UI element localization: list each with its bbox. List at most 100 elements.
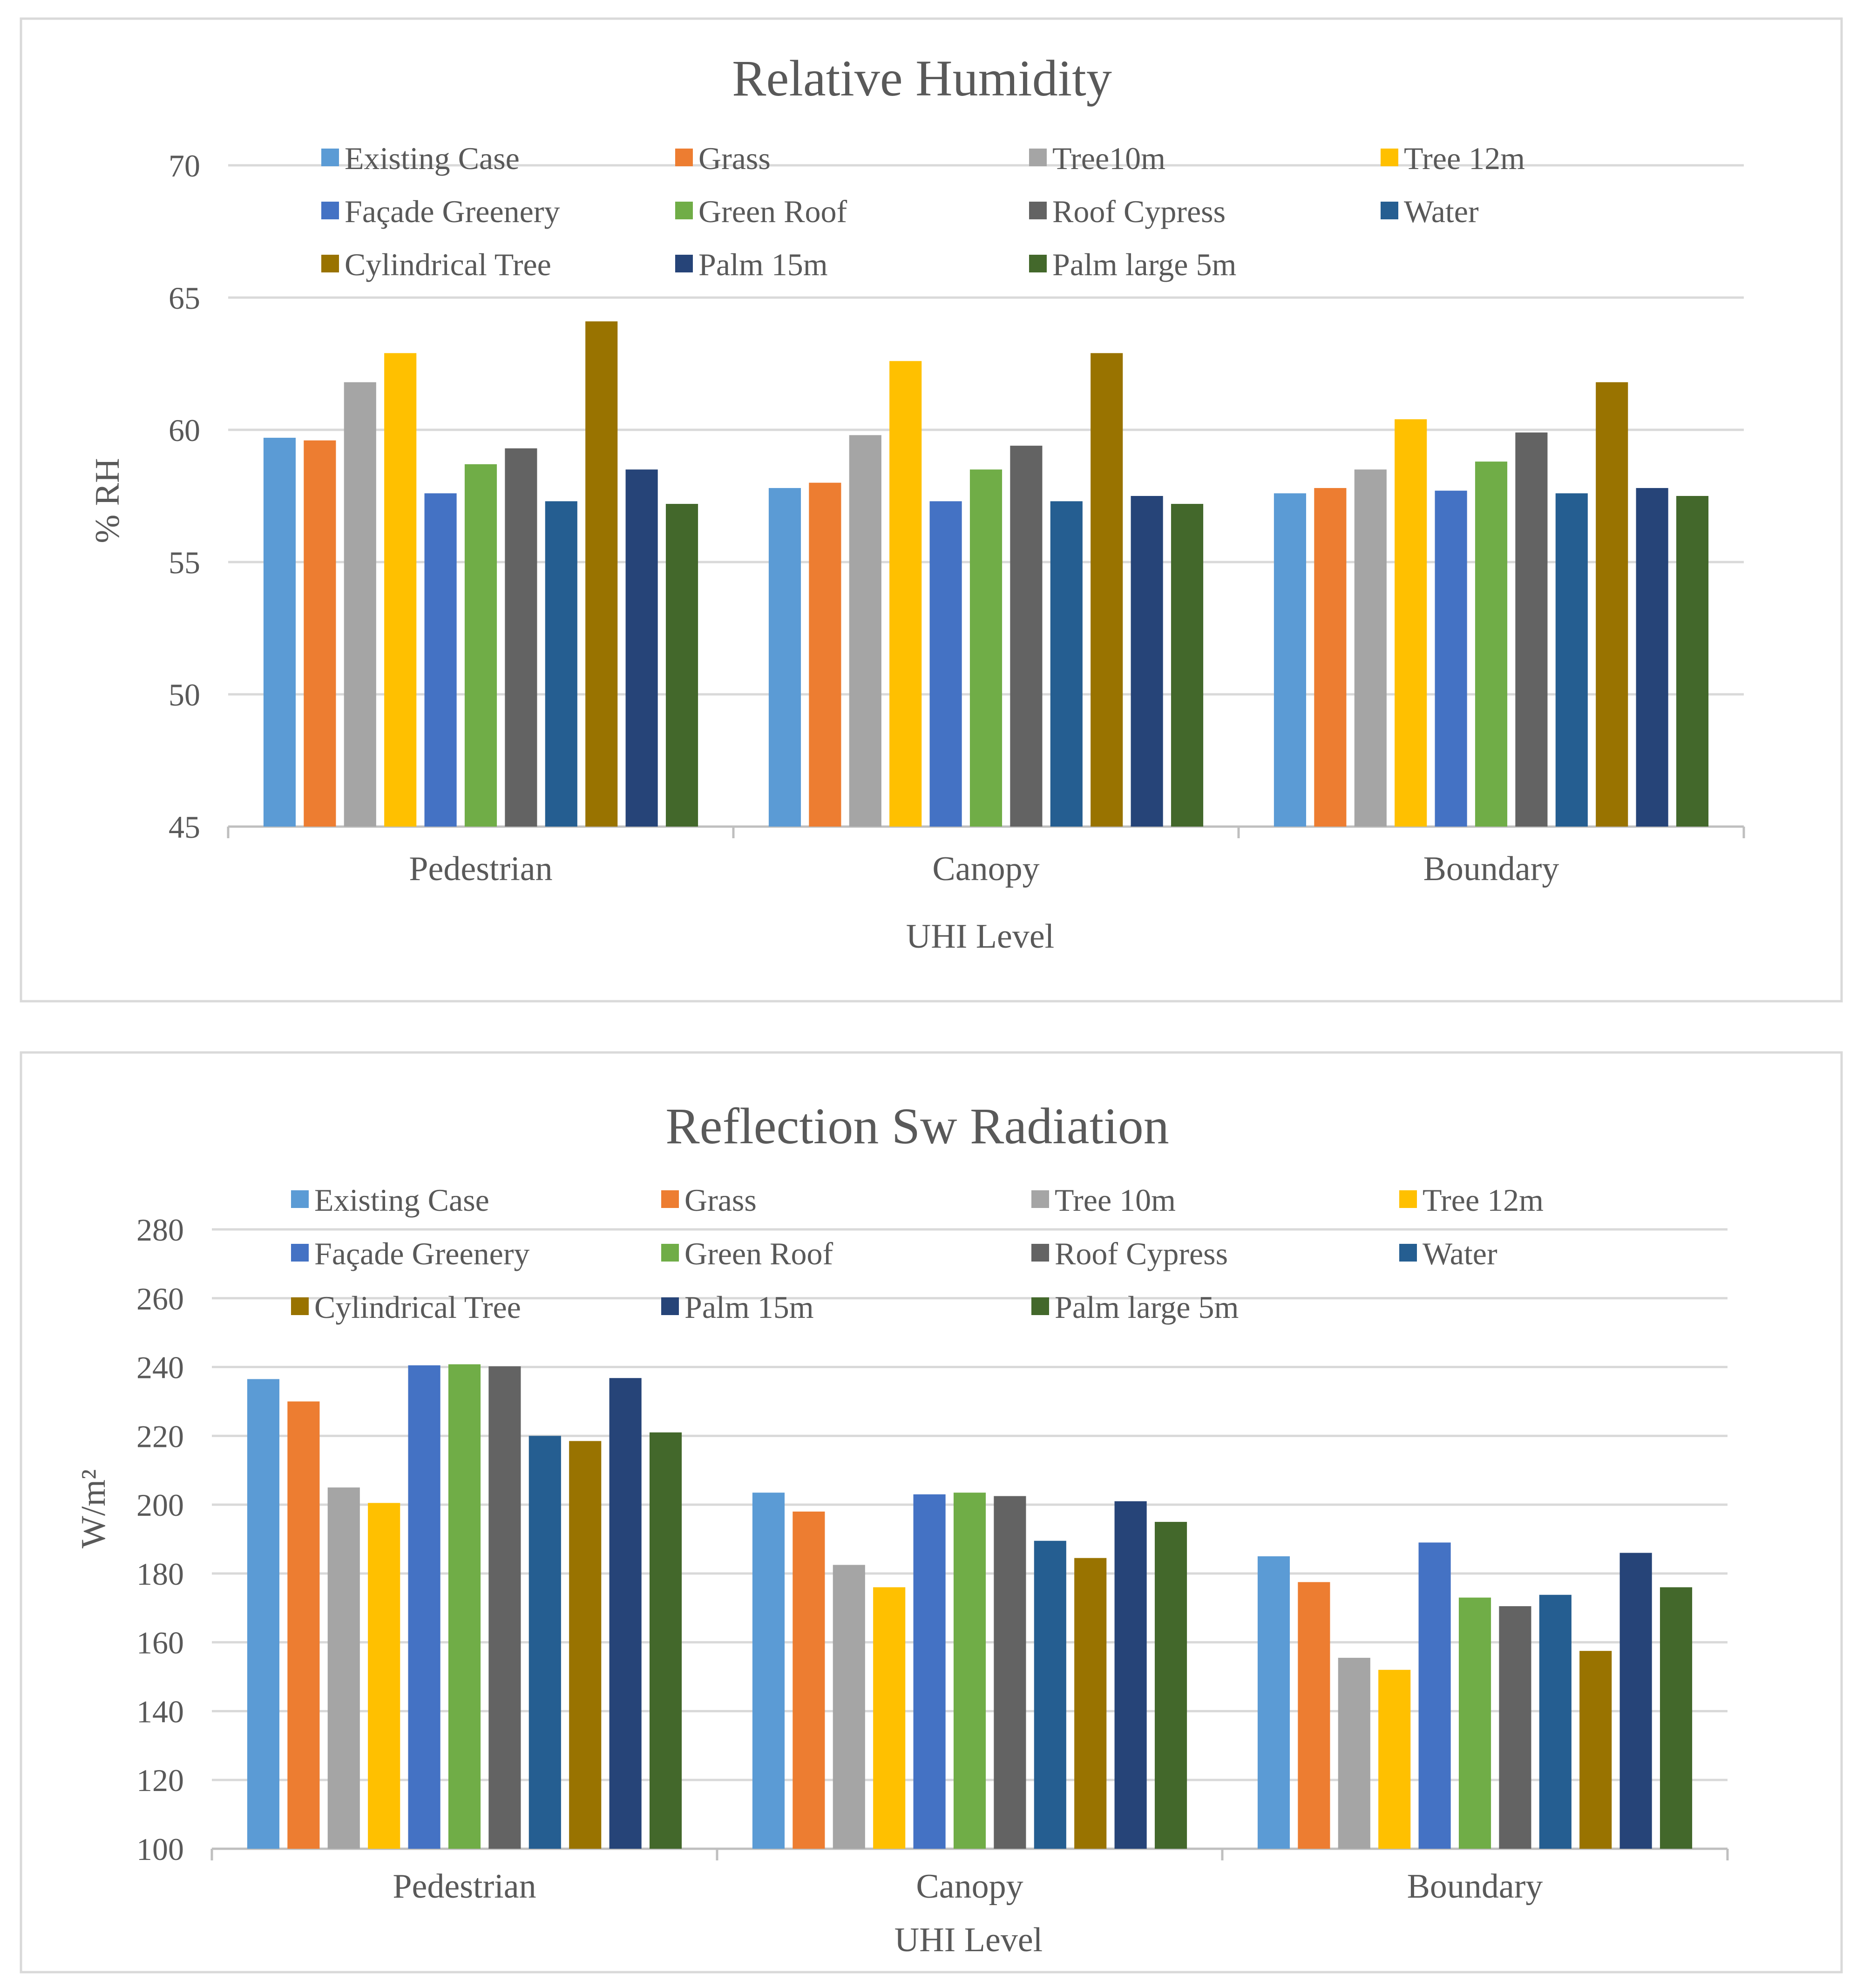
bar: [528, 1436, 561, 1849]
bar: [889, 361, 922, 827]
bar: [263, 438, 296, 827]
bar: [424, 493, 457, 827]
bar: [1619, 1553, 1652, 1849]
legend-label: Cylindrical Tree: [345, 247, 551, 282]
y-tick-label: 220: [136, 1418, 184, 1454]
bar: [1114, 1501, 1147, 1849]
y-tick-label: 200: [136, 1487, 184, 1523]
legend-label: Palm 15m: [698, 247, 828, 282]
chart-title: Relative Humidity: [732, 50, 1112, 107]
legend-label: Cylindrical Tree: [314, 1289, 521, 1325]
legend-swatch: [1031, 1297, 1049, 1315]
legend-swatch: [321, 255, 339, 272]
bar: [1338, 1657, 1370, 1849]
legend-swatch: [1381, 202, 1398, 219]
y-tick-label: 180: [136, 1556, 184, 1592]
bar: [247, 1379, 280, 1849]
bar: [287, 1401, 320, 1849]
legend-label: Existing Case: [314, 1182, 489, 1218]
bar: [1354, 469, 1387, 827]
legend-swatch: [1031, 1190, 1049, 1208]
legend-swatch: [661, 1190, 679, 1208]
bar: [1636, 488, 1668, 827]
y-tick-label: 140: [136, 1694, 184, 1729]
legend-swatch: [1031, 1244, 1049, 1262]
bar: [569, 1441, 602, 1849]
chart-relative-humidity: Relative Humidity UHI Level % RH 45 50 55 6…: [88, 50, 1745, 956]
bar: [752, 1493, 785, 1849]
y-tick-label: 50: [169, 677, 200, 712]
bar: [969, 469, 1003, 827]
legend-swatch: [661, 1244, 679, 1262]
legend-swatch: [1399, 1190, 1417, 1208]
legend-label: Palm 15m: [684, 1289, 814, 1325]
bar: [1596, 382, 1628, 827]
bar: [1378, 1669, 1411, 1849]
legend-label: Façade Greenery: [314, 1236, 530, 1271]
bar: [1515, 432, 1548, 827]
bar: [384, 353, 417, 827]
bar: [913, 1494, 946, 1849]
legend-label: Water: [1423, 1236, 1497, 1271]
x-tick-label: Canopy: [916, 1867, 1023, 1906]
legend-label: Green Roof: [684, 1236, 833, 1271]
legend-label: Green Roof: [698, 194, 847, 229]
y-axis-title: % RH: [88, 458, 127, 543]
bar: [1171, 504, 1204, 827]
legend-swatch: [1029, 202, 1047, 219]
legend-label: Water: [1404, 194, 1479, 229]
legend-swatch: [1029, 149, 1047, 166]
bar: [448, 1364, 481, 1849]
bar: [1395, 419, 1427, 827]
bar: [953, 1493, 986, 1849]
bar: [304, 440, 336, 827]
y-tick-label: 160: [136, 1625, 184, 1661]
bar: [625, 469, 658, 827]
y-tick-label: 100: [136, 1832, 184, 1867]
bar: [327, 1487, 360, 1849]
y-tick-label: 45: [169, 809, 200, 845]
legend-swatch: [1029, 255, 1047, 272]
bar: [1579, 1651, 1612, 1849]
legend-label: Tree 12m: [1404, 141, 1525, 176]
y-tick-label: 65: [169, 280, 200, 316]
bar: [1010, 446, 1043, 827]
bar: [368, 1503, 400, 1849]
legend-swatch: [1381, 149, 1398, 166]
bar: [833, 1565, 865, 1849]
legend-label: Tree 10m: [1055, 1182, 1176, 1218]
bar: [649, 1432, 682, 1849]
x-tick-label: Boundary: [1423, 850, 1559, 888]
bar: [1499, 1606, 1531, 1849]
bar: [1257, 1556, 1290, 1849]
bar: [1435, 490, 1467, 827]
legend-label: Grass: [698, 141, 771, 176]
bar: [1131, 496, 1163, 827]
bar: [585, 321, 618, 827]
bar: [1298, 1582, 1330, 1849]
bar: [793, 1511, 825, 1849]
y-tick-label: 120: [136, 1763, 184, 1798]
bar: [929, 501, 962, 827]
bar: [464, 464, 497, 827]
bar: [488, 1366, 521, 1849]
bar: [609, 1378, 642, 1849]
bar: [1475, 461, 1508, 827]
bar: [768, 488, 801, 827]
legend-label: Grass: [684, 1182, 757, 1218]
x-tick-label: Pedestrian: [409, 850, 552, 888]
bar: [1050, 501, 1083, 827]
bar: [849, 435, 881, 827]
legend-label: Palm large 5m: [1055, 1289, 1239, 1325]
bar: [1154, 1522, 1187, 1849]
legend-swatch: [291, 1244, 309, 1262]
legend-swatch: [675, 255, 693, 272]
bar: [344, 382, 376, 827]
bar: [1458, 1597, 1491, 1849]
x-axis-title: UHI Level: [906, 917, 1054, 956]
x-tick-label: Canopy: [932, 850, 1039, 888]
bar: [545, 501, 577, 827]
x-tick-label: Boundary: [1407, 1867, 1543, 1906]
bar: [1074, 1558, 1107, 1849]
y-axis-title: W/m²: [75, 1469, 113, 1548]
